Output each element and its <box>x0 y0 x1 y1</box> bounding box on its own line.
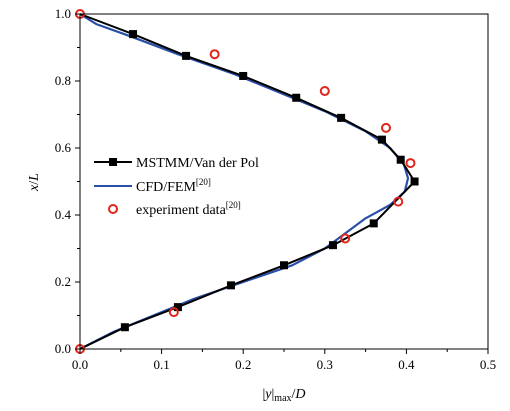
legend-experiment-label: experiment data[20] <box>136 200 241 218</box>
mstmm-point <box>337 113 346 122</box>
experiment-point <box>209 49 220 60</box>
legend: MSTMM/Van der Pol CFD/FEM[20] experiment… <box>94 156 259 218</box>
legend-item-cfd: CFD/FEM[20] <box>94 177 211 195</box>
legend-experiment-marker <box>108 204 118 214</box>
legend-mstmm-label: MSTMM/Van der Pol <box>136 156 259 171</box>
experiment-point <box>168 307 179 318</box>
mstmm-point <box>292 93 301 102</box>
x-tick-label: 0.1 <box>153 357 169 372</box>
experiment-point <box>319 86 330 97</box>
mstmm-point <box>328 241 337 250</box>
series-cfd-line <box>79 13 410 350</box>
x-axis-label: |y|max/D <box>262 387 305 404</box>
experiment-point <box>405 158 416 169</box>
x-tick-label: 0.0 <box>72 357 88 372</box>
y-tick-label: 0.2 <box>55 274 71 289</box>
mstmm-point <box>173 303 182 312</box>
y-tick-label: 0.8 <box>55 73 71 88</box>
mstmm-point <box>369 219 378 228</box>
x-tick-label: 0.2 <box>235 357 251 372</box>
y-tick-label: 0.6 <box>55 140 72 155</box>
mstmm-point <box>226 281 235 290</box>
y-axis-label: x/L <box>27 173 42 192</box>
y-tick-label: 1.0 <box>55 6 71 21</box>
legend-mstmm-marker <box>109 158 117 166</box>
mstmm-point <box>182 51 191 60</box>
mstmm-point <box>120 323 129 332</box>
mstmm-point <box>410 177 419 186</box>
legend-item-experiment: experiment data[20] <box>108 200 241 218</box>
legend-cfd-label: CFD/FEM[20] <box>136 177 211 195</box>
x-tick-label: 0.4 <box>398 357 415 372</box>
mstmm-point <box>377 135 386 144</box>
ticks-layer: 0.0 0.1 0.2 0.3 0.4 0.5 0.0 0.2 0.4 0.6 0.8 1.0 <box>55 6 496 372</box>
experiment-point <box>340 233 351 244</box>
y-tick-label: 0.4 <box>55 207 72 222</box>
experiment-point <box>393 196 404 207</box>
x-tick-label: 0.5 <box>480 357 496 372</box>
x-tick-label: 0.3 <box>317 357 333 372</box>
mstmm-point <box>129 30 138 39</box>
series-mstmm-line <box>79 13 416 350</box>
mstmm-point <box>396 155 405 164</box>
mstmm-point <box>239 71 248 80</box>
series-layer <box>75 9 419 354</box>
mstmm-point <box>280 261 288 270</box>
y-tick-label: 0.0 <box>55 341 71 356</box>
experiment-point <box>381 122 391 133</box>
legend-item-mstmm: MSTMM/Van der Pol <box>94 156 259 171</box>
